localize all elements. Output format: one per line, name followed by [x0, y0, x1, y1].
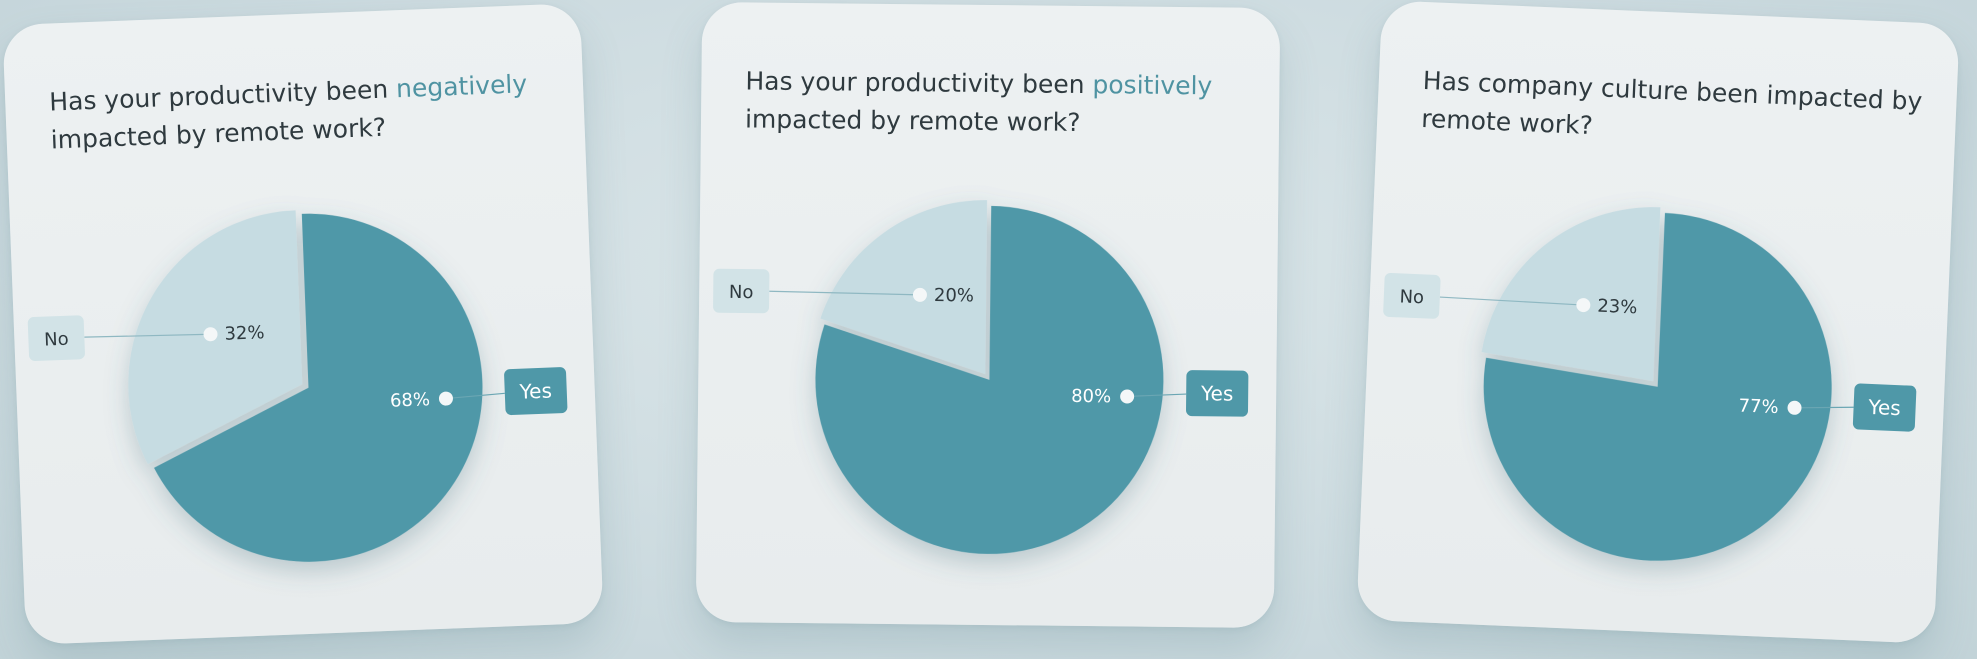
no-legend-box: No [27, 315, 85, 362]
no-leader-dot [912, 287, 927, 302]
pie-chart: 77% Yes 23% No [1383, 207, 1917, 561]
pie-slice-no [1481, 207, 1661, 382]
no-legend-label: No [729, 282, 754, 303]
yes-leader-line [445, 392, 505, 400]
no-leader-line [769, 290, 920, 296]
no-percent-label: 20% [934, 285, 974, 306]
no-legend-box: No [1383, 272, 1441, 319]
no-leader-line [84, 333, 211, 338]
yes-leader-dot [438, 391, 453, 406]
yes-leader-dot [1787, 400, 1802, 415]
no-percent-label: 23% [1597, 296, 1638, 319]
pie-card-negative-productivity: Has your productivity been negatively im… [2, 3, 604, 645]
yes-percent-label: 68% [390, 389, 431, 412]
no-leader-dot [203, 327, 218, 342]
no-leader-dot [1576, 298, 1591, 313]
yes-leader-line [1794, 406, 1854, 409]
pie-slice-no [820, 200, 988, 375]
pie-slice-yes [815, 205, 1164, 554]
yes-legend-box: Yes [1186, 370, 1249, 417]
no-percent-label: 32% [224, 322, 265, 345]
pie-slices [1481, 207, 1832, 561]
yes-legend-box: Yes [1852, 383, 1917, 432]
pie-card-positive-productivity: Has your productivity been positively im… [695, 1, 1281, 629]
yes-legend-box: Yes [504, 367, 568, 416]
pie-chart: 80% Yes 20% No [713, 200, 1249, 554]
yes-percent-label: 80% [1071, 386, 1111, 407]
yes-legend-label: Yes [1200, 381, 1234, 405]
pie-slice-yes [1483, 212, 1832, 561]
yes-legend-label: Yes [518, 379, 552, 404]
no-legend-label: No [44, 329, 69, 351]
pie-card-company-culture: Has company culture been impacted by rem… [1356, 0, 1960, 644]
pie-slices [128, 210, 483, 562]
yes-legend-label: Yes [1867, 395, 1901, 420]
yes-leader-dot [1120, 389, 1135, 404]
pie-slice-yes [154, 213, 483, 562]
no-legend-label: No [1399, 286, 1424, 308]
no-leader-line [1439, 296, 1584, 306]
no-legend-box: No [713, 268, 770, 314]
yes-percent-label: 77% [1738, 395, 1779, 418]
pie-chart: 68% Yes 32% No [27, 210, 568, 562]
yes-leader-line [1127, 393, 1187, 398]
pie-slices [815, 200, 1164, 554]
